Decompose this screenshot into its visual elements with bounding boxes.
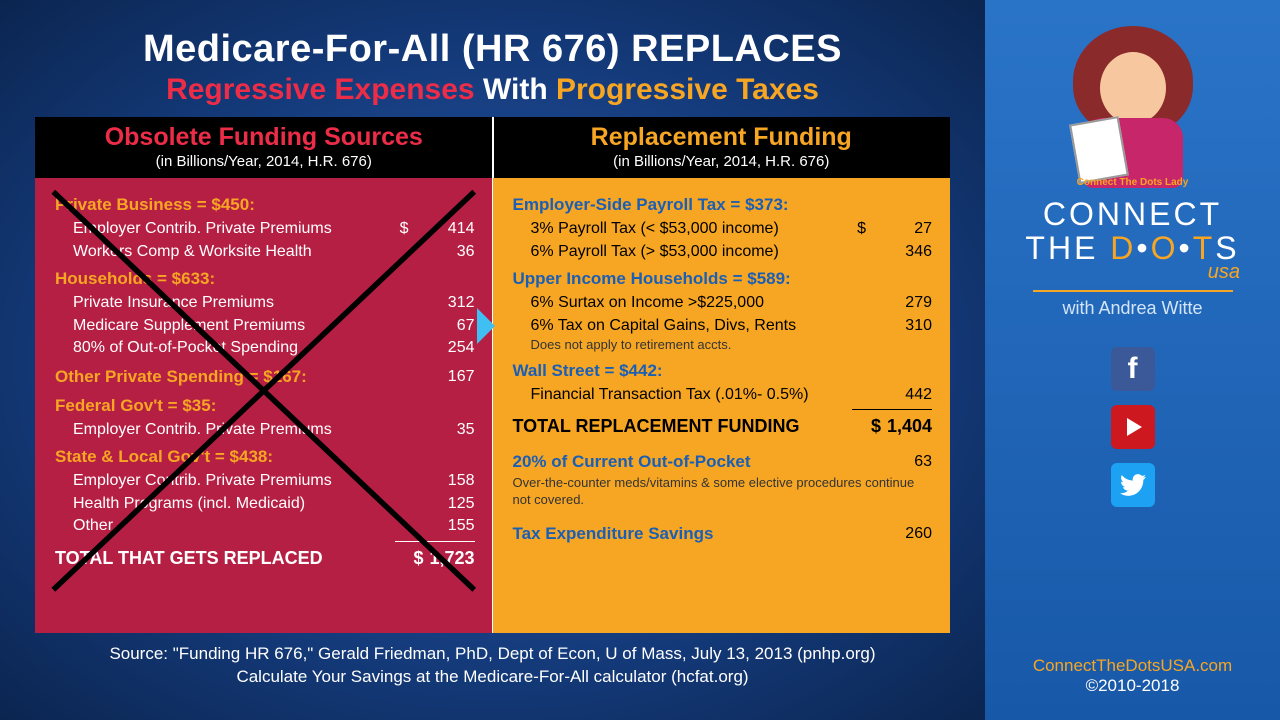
line-item: Health Programs (incl. Medicaid)125 [55,493,475,515]
line-item: Medicare Supplement Premiums67 [55,315,475,337]
line-item: Financial Transaction Tax (.01%- 0.5%)44… [513,384,933,406]
line-item: Other155 [55,515,475,537]
brand-rule [1033,290,1233,292]
twitter-icon[interactable] [1111,463,1155,507]
left-column-header: Obsolete Funding Sources (in Billions/Ye… [35,117,493,178]
side-footer: ConnectTheDotsUSA.com ©2010-2018 [985,656,1280,696]
source-line-2: Calculate Your Savings at the Medicare-F… [35,666,950,689]
left-total-rule [395,541,475,542]
line-item: Private Insurance Premiums312 [55,292,475,314]
title-progressive: Progressive Taxes [556,73,819,106]
right-cat-tax-savings: Tax Expenditure Savings260 [513,517,933,546]
brand-text-dots: THE D•O•TS [995,232,1270,266]
source-line-1: Source: "Funding HR 676," Gerald Friedma… [35,643,950,666]
host-name: with Andrea Witte [995,298,1270,319]
left-total-row: TOTAL THAT GETS REPLACED $1,723 [55,546,475,570]
left-cat-other-private: Other Private Spending = $167:167 [55,360,475,389]
line-item: Employer Contrib. Private Premiums$414 [55,218,475,240]
main-infographic-panel: Medicare-For-All (HR 676) REPLACES Regre… [0,0,985,720]
right-column-header: Replacement Funding (in Billions/Year, 2… [493,117,951,178]
oop-note: Over-the-counter meds/vitamins & some el… [513,474,933,509]
youtube-icon[interactable] [1111,405,1155,449]
right-total-row: TOTAL REPLACEMENT FUNDING $1,404 [513,414,933,438]
right-header-sub: (in Billions/Year, 2014, H.R. 676) [497,153,947,170]
left-column-body: Private Business = $450: Employer Contri… [35,178,493,633]
arrow-icon [477,308,495,344]
left-header-sub: (in Billions/Year, 2014, H.R. 676) [39,153,489,170]
line-item: 6% Surtax on Income >$225,000279 [513,292,933,314]
title-regressive: Regressive Expenses [166,73,475,106]
title-line-2: Regressive Expenses With Progressive Tax… [35,73,950,107]
line-item: 6% Payroll Tax (> $53,000 income)346 [513,241,933,263]
line-item: Employer Contrib. Private Premiums35 [55,419,475,441]
left-cat-state-local: State & Local Gov't = $438: [55,446,475,469]
obsolete-funding-column: Obsolete Funding Sources (in Billions/Ye… [35,117,493,633]
left-cat-private-business: Private Business = $450: [55,194,475,217]
right-column-body: Employer-Side Payroll Tax = $373: 3% Pay… [493,178,951,633]
facebook-icon[interactable]: f [1111,347,1155,391]
connect-dots-lady-illustration: Connect The Dots Lady [1048,20,1218,190]
right-cat-oop: 20% of Current Out-of-Pocket63 [513,445,933,474]
source-attribution: Source: "Funding HR 676," Gerald Friedma… [35,643,950,689]
right-cat-upper-income: Upper Income Households = $589: [513,268,933,291]
social-icons: f [995,347,1270,507]
right-header-title: Replacement Funding [497,123,947,152]
line-item: 3% Payroll Tax (< $53,000 income)$27 [513,218,933,240]
copyright: ©2010-2018 [985,676,1280,696]
right-cat-wall-street: Wall Street = $442: [513,360,933,383]
website-url: ConnectTheDotsUSA.com [985,656,1280,676]
left-cat-households: Households = $633: [55,268,475,291]
title-line-1: Medicare-For-All (HR 676) REPLACES [35,28,950,71]
line-item: Workers Comp & Worksite Health36 [55,241,475,263]
left-cat-federal: Federal Gov't = $35: [55,395,475,418]
tables-container: Obsolete Funding Sources (in Billions/Ye… [35,117,950,633]
right-total-rule [852,409,932,410]
branding-side-panel: Connect The Dots Lady CONNECT THE D•O•TS… [985,0,1280,720]
brand-text-connect: CONNECT [995,198,1270,232]
replacement-funding-column: Replacement Funding (in Billions/Year, 2… [493,117,951,633]
line-item: 6% Tax on Capital Gains, Divs, Rents310 [513,315,933,337]
line-item: Employer Contrib. Private Premiums158 [55,470,475,492]
retirement-note: Does not apply to retirement accts. [513,336,933,354]
left-header-title: Obsolete Funding Sources [39,123,489,152]
line-item: 80% of Out-of-Pocket Spending254 [55,337,475,359]
title-with: With [483,73,548,106]
right-cat-payroll: Employer-Side Payroll Tax = $373: [513,194,933,217]
